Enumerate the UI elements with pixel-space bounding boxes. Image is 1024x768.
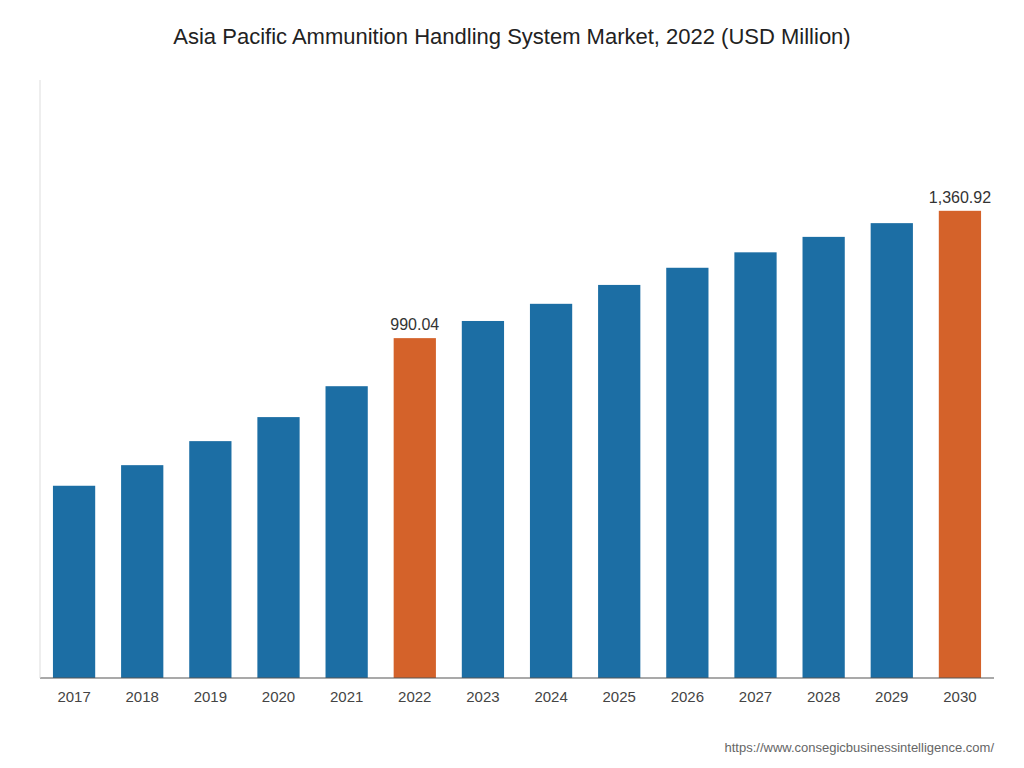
- x-tick-label: 2024: [534, 688, 567, 705]
- bar: [257, 417, 299, 678]
- bar: [121, 465, 163, 678]
- data-label: 1,360.92: [929, 189, 991, 206]
- x-tick-label: 2029: [875, 688, 908, 705]
- bars: [53, 211, 981, 678]
- x-tick-label: 2021: [330, 688, 363, 705]
- bar: [326, 386, 368, 678]
- y-axis-line: [40, 80, 41, 678]
- chart-title: Asia Pacific Ammunition Handling System …: [173, 24, 850, 49]
- bar: [803, 237, 845, 678]
- bar: [462, 321, 504, 678]
- annotation: https://www.consegicbusinessintelligence…: [724, 740, 994, 755]
- bar: [598, 285, 640, 678]
- x-tick-label: 2022: [398, 688, 431, 705]
- bar: [734, 252, 776, 678]
- bar: [53, 486, 95, 678]
- x-tick-label: 2019: [194, 688, 227, 705]
- x-tick-label: 2018: [126, 688, 159, 705]
- x-tick-label: 2027: [739, 688, 772, 705]
- chart-container: Asia Pacific Ammunition Handling System …: [0, 0, 1024, 768]
- chart-svg: Asia Pacific Ammunition Handling System …: [0, 0, 1024, 768]
- bar: [871, 223, 913, 678]
- x-tick-label: 2023: [466, 688, 499, 705]
- x-tick-label: 2017: [57, 688, 90, 705]
- x-tick-label: 2026: [671, 688, 704, 705]
- bar: [666, 268, 708, 678]
- x-tick-label: 2030: [943, 688, 976, 705]
- bar: [394, 338, 436, 678]
- bar: [939, 211, 981, 678]
- x-tick-label: 2028: [807, 688, 840, 705]
- data-label: 990.04: [390, 316, 439, 333]
- bar: [530, 304, 572, 678]
- x-tick-label: 2020: [262, 688, 295, 705]
- bar: [189, 441, 231, 678]
- x-axis-line: [40, 677, 994, 678]
- page: {"chart_data": {"type": "bar", "title": …: [0, 0, 1024, 768]
- x-tick-label: 2025: [603, 688, 636, 705]
